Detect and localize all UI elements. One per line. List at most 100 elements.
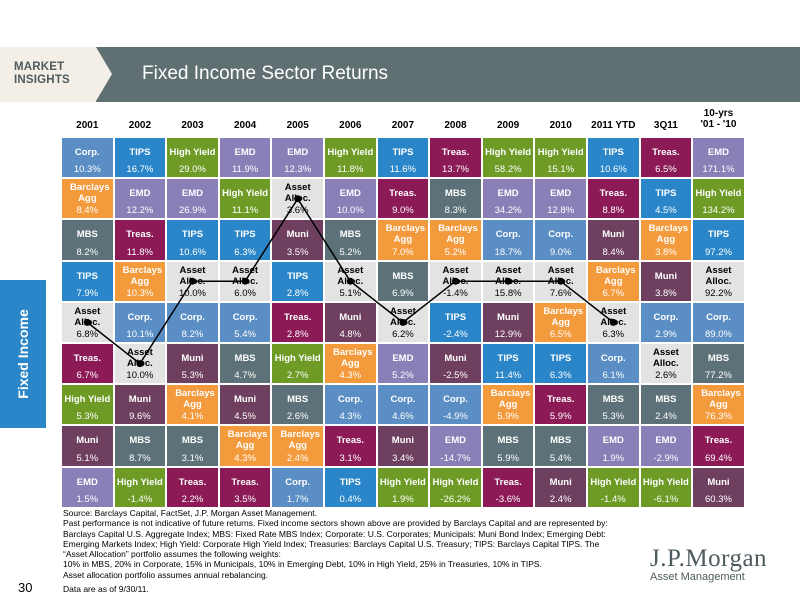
return-value: 171.1% [702, 164, 735, 176]
return-value: 18.7% [494, 246, 522, 258]
table-cell: MBS 2.4% [639, 384, 693, 426]
sector-name: TIPS [602, 147, 624, 158]
sector-name: High Yield [432, 476, 479, 488]
table-cell: Treas. 3.5% [218, 466, 272, 508]
disclaimer: Past performance is not indicative of fu… [63, 518, 608, 560]
return-value: 4.8% [339, 328, 362, 340]
sector-name: MBS [707, 353, 730, 364]
table-cell: MBS 5.9% [481, 425, 535, 467]
footnotes: Source: Barclays Capital, FactSet, J.P. … [63, 508, 623, 594]
sector-name: MBS [444, 188, 467, 200]
sector-name: Asset Alloc. [442, 264, 469, 287]
sector-name: Muni [128, 394, 151, 406]
sector-name: High Yield [642, 476, 689, 488]
return-value: 0.4% [339, 493, 362, 505]
sector-name: Corp. [74, 147, 100, 158]
sector-name: High Yield [537, 147, 584, 158]
sector-name: Asset Alloc. [600, 305, 627, 328]
sector-name: Treas. [126, 229, 154, 241]
return-value: 1.5% [76, 493, 99, 505]
return-value: 5.3% [602, 411, 625, 423]
return-value: 4.6% [392, 411, 414, 423]
table-cell: Treas. 9.0% [376, 178, 430, 220]
return-value: 5.3% [181, 370, 204, 382]
table-cell: High Yield 15.1% [534, 137, 587, 179]
sector-name: Asset Alloc. [652, 347, 679, 369]
sector-name: Asset Alloc. [495, 264, 522, 287]
return-value: 2.4% [549, 493, 572, 505]
sector-name: Asset Alloc. [389, 305, 416, 328]
table-cell: Asset Alloc. 15.8% [481, 260, 535, 302]
sector-name: Asset Alloc. [232, 264, 259, 287]
table-cell: Asset Alloc. 6.3% [587, 301, 640, 343]
sector-name: TIPS [234, 229, 256, 241]
sector-name: TIPS [550, 353, 572, 364]
return-value: 2.7% [286, 370, 309, 382]
table-cell: Treas. 8.8% [587, 178, 640, 220]
return-value: 2.6% [286, 411, 309, 423]
table-cell: Muni 3.5% [271, 219, 324, 261]
return-value: 4.3% [339, 411, 362, 423]
return-value: 10.3% [126, 287, 154, 299]
sector-name: Muni [181, 353, 204, 364]
logo-subtitle: Asset Management [650, 571, 745, 583]
table-cell: TIPS 10.6% [166, 219, 219, 261]
sector-name: High Yield [590, 476, 637, 488]
logo-name: J.P.Morgan [650, 545, 768, 572]
table-cell: MBS 5.4% [534, 425, 587, 467]
return-value: 3.8% [655, 246, 677, 258]
sector-name: Corp. [600, 353, 626, 364]
return-value: 5.2% [392, 370, 414, 382]
table-cell: Barclays Agg 4.3% [218, 425, 272, 467]
rebalancing-note: Asset allocation portfolio assumes annua… [63, 569, 269, 580]
table-cell: Barclays Agg 5.2% [429, 219, 482, 261]
return-value: 5.1% [76, 452, 99, 464]
table-cell: TIPS 16.7% [113, 137, 167, 179]
table-cell: Asset Alloc. 6.0% [218, 260, 272, 302]
sector-name: Asset Alloc. [126, 347, 153, 369]
table-cell: High Yield 11.8% [324, 137, 377, 179]
column-header-line: 2006 [339, 120, 362, 131]
table-cell: EMD -14.7% [429, 425, 482, 467]
sector-name: High Yield [116, 476, 163, 488]
table-cell: MBS 77.2% [692, 343, 745, 385]
sector-name: TIPS [129, 147, 151, 158]
return-value: 2.6% [655, 370, 677, 382]
return-value: 8.4% [76, 205, 99, 217]
sector-name: Corp. [443, 394, 468, 406]
table-cell: High Yield 134.2% [692, 178, 745, 220]
table-cell: High Yield 58.2% [481, 137, 535, 179]
table-cell: Treas. 6.7% [61, 343, 114, 385]
sector-name: High Yield [169, 147, 216, 158]
table-cell: TIPS 4.5% [639, 178, 693, 220]
return-value: 5.9% [497, 411, 519, 423]
table-cell: MBS 5.2% [324, 219, 377, 261]
table-cell: Asset Alloc. 7.6% [534, 260, 587, 302]
table-cell: Corp. 89.0% [692, 301, 745, 343]
table-cell: EMD 1.9% [587, 425, 640, 467]
sector-name: TIPS [287, 270, 309, 282]
table-cell: Barclays Agg 5.9% [481, 384, 535, 426]
sector-name: High Yield [274, 353, 321, 364]
column-header-line: 3Q11 [653, 120, 678, 131]
table-cell: TIPS 10.6% [587, 137, 640, 179]
table-cell: Barclays Agg 6.7% [587, 260, 640, 302]
table-cell: MBS 8.3% [429, 178, 482, 220]
return-value: 8.8% [602, 205, 625, 217]
table-cell: Treas. 2.2% [166, 466, 219, 508]
column-header: 2011 YTD [587, 120, 640, 131]
sector-name: MBS [129, 435, 151, 447]
sector-name: High Yield [379, 476, 426, 488]
sector-name: MBS [76, 229, 98, 241]
return-value: 11.8% [337, 164, 364, 176]
table-cell: TIPS 11.6% [376, 137, 430, 179]
table-cell: EMD -2.9% [639, 425, 693, 467]
sector-name: Treas. [73, 353, 102, 364]
sector-name: Treas. [441, 147, 470, 158]
table-cell: Barclays Agg 8.4% [61, 178, 114, 220]
sector-name: Corp. [180, 311, 205, 323]
return-value: 10.1% [126, 328, 154, 340]
return-value: 29.0% [179, 164, 206, 176]
sector-name: EMD [339, 188, 361, 200]
sector-name: Muni [549, 476, 572, 488]
